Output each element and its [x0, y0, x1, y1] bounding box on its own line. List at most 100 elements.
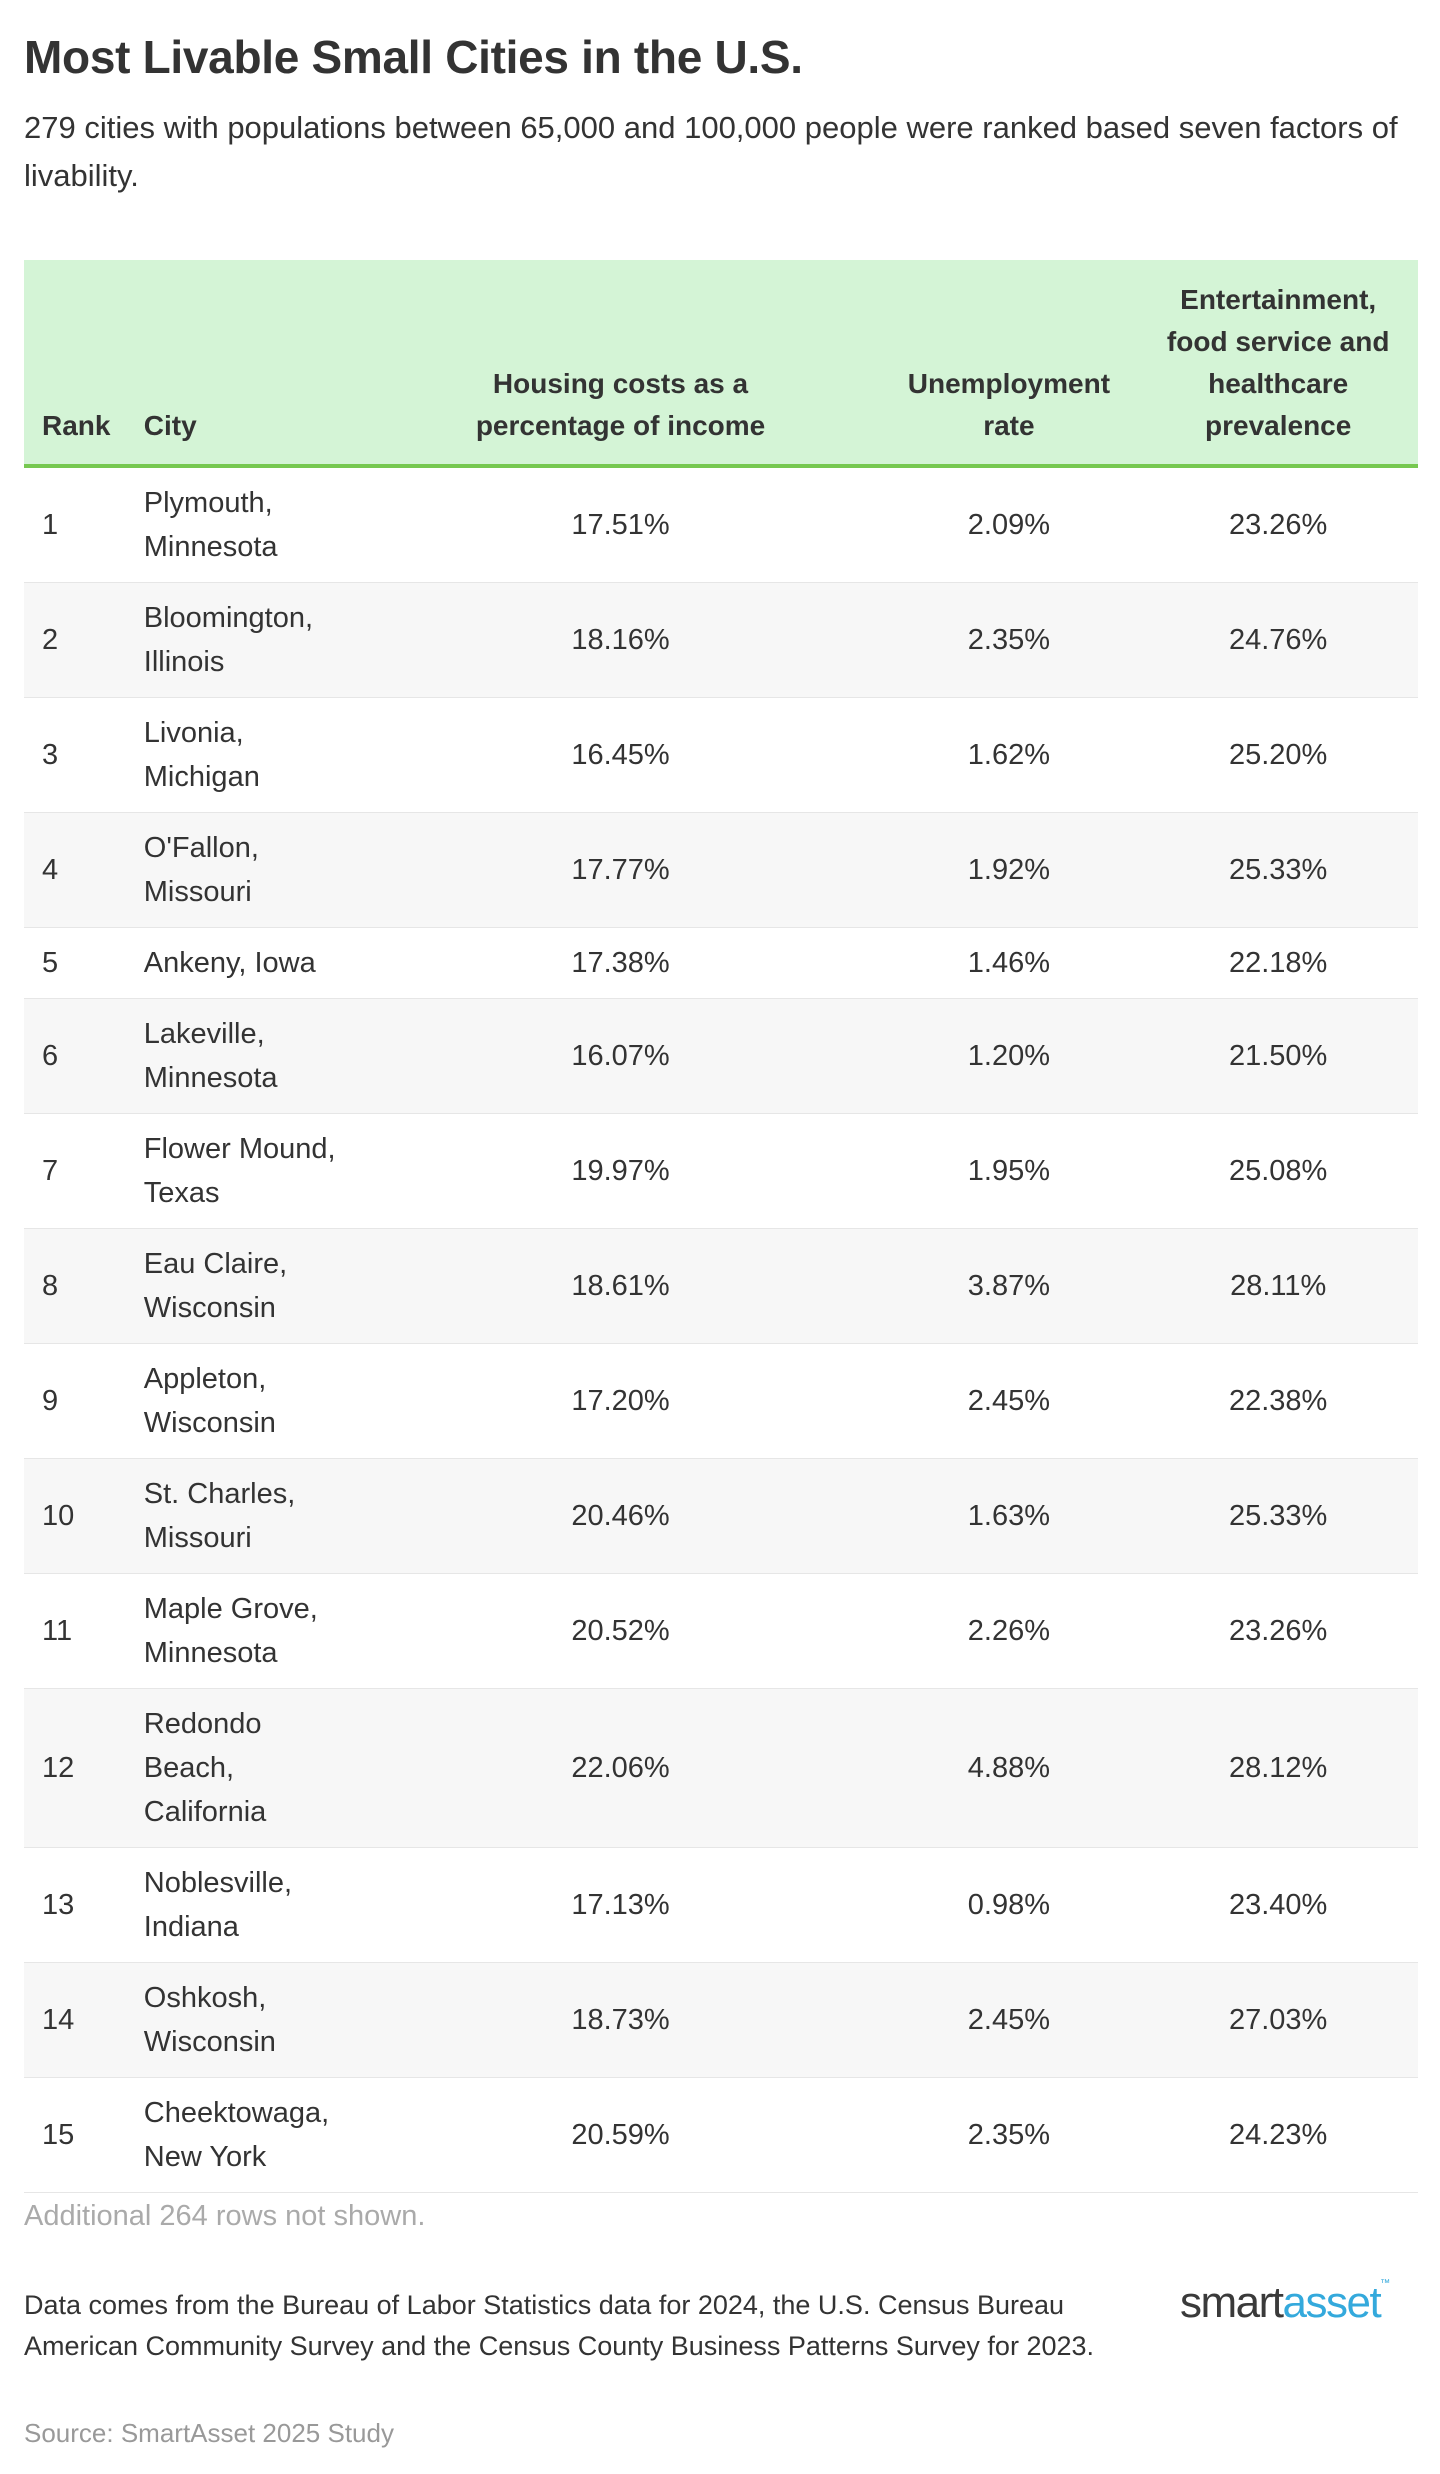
cell-housing-costs: 17.13% [361, 1847, 880, 1963]
header-city[interactable]: City [133, 260, 362, 468]
table-row: 7 Flower Mound, Texas 19.97% 1.95% 25.08% [24, 1113, 1418, 1229]
table-row: 13 Noblesville, Indiana 17.13% 0.98% 23.40% [24, 1847, 1418, 1963]
cell-unemployment: 1.95% [879, 1113, 1139, 1229]
cell-city: Flower Mound, Texas [133, 1113, 362, 1229]
cell-city: Eau Claire, Wisconsin [133, 1228, 362, 1344]
cell-rank: 12 [24, 1688, 134, 1848]
cell-entertainment: 22.18% [1138, 927, 1418, 999]
cell-rank: 15 [24, 2077, 134, 2193]
cell-rank: 2 [24, 582, 134, 698]
logo-trademark: ™ [1380, 2278, 1390, 2289]
smartasset-logo: smartasset™ [1180, 2278, 1390, 2328]
header-entertainment[interactable]: Entertainment, food service and healthca… [1138, 260, 1418, 468]
cell-housing-costs: 17.20% [361, 1343, 880, 1459]
additional-rows-note: Additional 264 rows not shown. [24, 2200, 426, 2232]
cell-entertainment: 28.11% [1138, 1228, 1418, 1344]
methodology-note: Data comes from the Bureau of Labor Stat… [24, 2290, 1095, 2361]
cell-unemployment: 1.92% [879, 812, 1139, 928]
cell-entertainment: 22.38% [1138, 1343, 1418, 1459]
cell-entertainment: 25.08% [1138, 1113, 1418, 1229]
table-row: 11 Maple Grove, Minnesota 20.52% 2.26% 23.26… [24, 1573, 1418, 1689]
cell-rank: 3 [24, 697, 134, 813]
cell-city: O'Fallon, Missouri [133, 812, 362, 928]
cell-housing-costs: 18.61% [361, 1228, 880, 1344]
cell-unemployment: 2.45% [879, 1962, 1139, 2078]
page-title: Most Livable Small Cities in the U.S. [24, 31, 803, 83]
cell-unemployment: 2.26% [879, 1573, 1139, 1689]
cell-city: Oshkosh, Wisconsin [133, 1962, 362, 2078]
table-row: 6 Lakeville, Minnesota 16.07% 1.20% 21.50% [24, 998, 1418, 1114]
cell-rank: 4 [24, 812, 134, 928]
cell-unemployment: 2.45% [879, 1343, 1139, 1459]
cell-unemployment: 2.09% [879, 466, 1139, 583]
cell-city: Bloomington, Illinois [133, 582, 362, 698]
table-row: 8 Eau Claire, Wisconsin 18.61% 3.87% 28.11% [24, 1228, 1418, 1344]
cell-housing-costs: 18.73% [361, 1962, 880, 2078]
cell-housing-costs: 16.07% [361, 998, 880, 1114]
cell-rank: 10 [24, 1458, 134, 1574]
cell-rank: 6 [24, 998, 134, 1114]
cell-entertainment: 28.12% [1138, 1688, 1418, 1848]
cell-city: Plymouth, Minnesota [133, 466, 362, 583]
cell-housing-costs: 16.45% [361, 697, 880, 813]
table-row: 1 Plymouth, Minnesota 17.51% 2.09% 23.26% [24, 466, 1418, 583]
cell-rank: 7 [24, 1113, 134, 1229]
cell-city: Cheektowaga, New York [133, 2077, 362, 2193]
cell-entertainment: 25.33% [1138, 812, 1418, 928]
cell-rank: 11 [24, 1573, 134, 1689]
cell-unemployment: 2.35% [879, 582, 1139, 698]
cell-housing-costs: 19.97% [361, 1113, 880, 1229]
cell-city: Noblesville, Indiana [133, 1847, 362, 1963]
cell-unemployment: 4.88% [879, 1688, 1139, 1848]
cell-housing-costs: 17.77% [361, 812, 880, 928]
cell-entertainment: 25.20% [1138, 697, 1418, 813]
cell-rank: 14 [24, 1962, 134, 2078]
table-row: 12 Redondo Beach, California 22.06% 4.88% 28… [24, 1688, 1418, 1848]
table-row: 4 O'Fallon, Missouri 17.77% 1.92% 25.33% [24, 812, 1418, 928]
table-header-row: Rank City Housing costs as a percentage … [24, 260, 1418, 468]
logo-text-smart: smart [1180, 2278, 1284, 2327]
cell-city: St. Charles, Missouri [133, 1458, 362, 1574]
table-row: 3 Livonia, Michigan 16.45% 1.62% 25.20% [24, 697, 1418, 813]
cell-city: Maple Grove, Minnesota [133, 1573, 362, 1689]
cell-housing-costs: 20.46% [361, 1458, 880, 1574]
cell-entertainment: 24.76% [1138, 582, 1418, 698]
cell-city: Ankeny, Iowa [133, 927, 362, 999]
header-housing-costs[interactable]: Housing costs as a percentage of income [361, 260, 880, 468]
cell-housing-costs: 20.52% [361, 1573, 880, 1689]
cell-entertainment: 25.33% [1138, 1458, 1418, 1574]
cell-housing-costs: 22.06% [361, 1688, 880, 1848]
cell-rank: 8 [24, 1228, 134, 1344]
cell-entertainment: 23.40% [1138, 1847, 1418, 1963]
table-row: 10 St. Charles, Missouri 20.46% 1.63% 25.33% [24, 1458, 1418, 1574]
cell-rank: 9 [24, 1343, 134, 1459]
cell-entertainment: 21.50% [1138, 998, 1418, 1114]
cell-unemployment: 1.20% [879, 998, 1139, 1114]
table-row: 9 Appleton, Wisconsin 17.20% 2.45% 22.38% [24, 1343, 1418, 1459]
cell-unemployment: 1.62% [879, 697, 1139, 813]
cell-housing-costs: 17.51% [361, 466, 880, 583]
cell-unemployment: 0.98% [879, 1847, 1139, 1963]
source-note: Source: SmartAsset 2025 Study [24, 2418, 394, 2448]
cell-entertainment: 23.26% [1138, 466, 1418, 583]
subtitle: 279 cities with populations between 65,0… [24, 110, 1398, 193]
cell-entertainment: 27.03% [1138, 1962, 1418, 2078]
header-rank[interactable]: Rank [24, 260, 134, 468]
cell-rank: 13 [24, 1847, 134, 1963]
table-row: 2 Bloomington, Illinois 18.16% 2.35% 24.76% [24, 582, 1418, 698]
table-row: 15 Cheektowaga, New York 20.59% 2.35% 24.23% [24, 2077, 1418, 2193]
cell-housing-costs: 20.59% [361, 2077, 880, 2193]
cell-housing-costs: 18.16% [361, 582, 880, 698]
table-row: 14 Oshkosh, Wisconsin 18.73% 2.45% 27.03% [24, 1962, 1418, 2078]
cell-city: Appleton, Wisconsin [133, 1343, 362, 1459]
header-unemployment[interactable]: Unemployment rate [879, 260, 1139, 468]
rankings-table: Rank City Housing costs as a percentage … [24, 260, 1418, 2193]
cell-entertainment: 23.26% [1138, 1573, 1418, 1689]
table-row: 5 Ankeny, Iowa 17.38% 1.46% 22.18% [24, 927, 1418, 999]
cell-unemployment: 1.63% [879, 1458, 1139, 1574]
cell-rank: 5 [24, 927, 134, 999]
cell-city: Lakeville, Minnesota [133, 998, 362, 1114]
cell-unemployment: 2.35% [879, 2077, 1139, 2193]
cell-entertainment: 24.23% [1138, 2077, 1418, 2193]
cell-unemployment: 1.46% [879, 927, 1139, 999]
